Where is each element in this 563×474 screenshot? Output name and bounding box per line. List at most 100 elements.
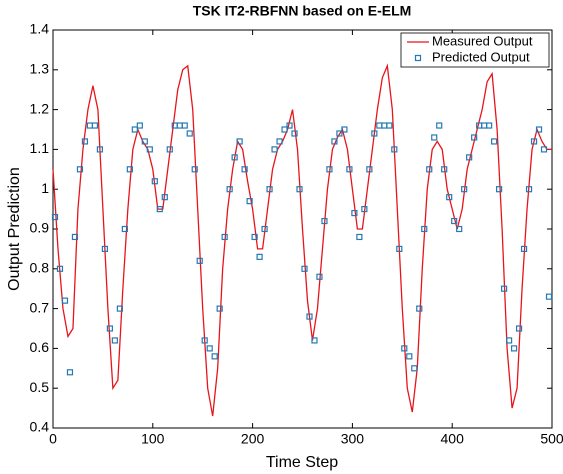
y-tick-label: 1 — [41, 180, 49, 196]
predicted-point — [406, 353, 413, 360]
predicted-point — [381, 122, 388, 129]
predicted-point — [431, 134, 438, 141]
predicted-point — [161, 194, 168, 201]
predicted-point — [471, 134, 478, 141]
predicted-point — [141, 138, 148, 145]
x-axis-label: Time Step — [266, 454, 338, 471]
predicted-point — [391, 146, 398, 153]
x-tick-label: 300 — [341, 431, 365, 447]
predicted-point — [545, 293, 553, 300]
legend-label: Predicted Output — [432, 49, 530, 64]
predicted-point — [211, 353, 218, 360]
predicted-point — [356, 233, 363, 241]
predicted-point — [56, 265, 64, 272]
predicted-point — [291, 130, 298, 137]
x-tick-label: 100 — [141, 431, 165, 447]
predicted-point — [366, 166, 373, 173]
predicted-point — [346, 166, 353, 173]
predicted-point — [341, 126, 348, 133]
predicted-point — [281, 126, 288, 133]
predicted-point — [326, 166, 333, 173]
predicted-point — [181, 122, 188, 129]
predicted-point — [156, 206, 163, 213]
predicted-point — [520, 245, 528, 252]
predicted-point — [126, 166, 133, 173]
predicted-point — [136, 122, 143, 129]
predicted-point — [456, 225, 463, 233]
y-tick-label: 0.5 — [30, 379, 50, 395]
predicted-point — [131, 126, 138, 133]
y-tick-label: 1.2 — [30, 100, 50, 116]
predicted-point — [540, 146, 548, 153]
predicted-point — [351, 209, 358, 217]
legend-marker — [414, 54, 422, 62]
predicted-point — [296, 186, 303, 193]
y-tick-label: 0.9 — [30, 220, 50, 236]
predicted-point — [321, 217, 328, 225]
predicted-point — [221, 233, 228, 241]
predicted-point — [496, 186, 503, 193]
predicted-point — [416, 305, 423, 312]
chart-title: TSK IT2-RBFNN based on E-ELM — [193, 3, 412, 19]
predicted-point — [500, 285, 508, 292]
predicted-point — [525, 186, 533, 193]
y-tick-label: 1.3 — [30, 61, 50, 77]
predicted-point — [226, 186, 233, 193]
predicted-point — [426, 166, 433, 173]
predicted-point — [121, 225, 128, 233]
predicted-point — [286, 122, 293, 129]
predicted-point — [176, 122, 183, 129]
legend-box — [400, 32, 550, 68]
predicted-point — [91, 122, 99, 129]
predicted-point — [481, 122, 488, 129]
predicted-point — [411, 365, 418, 372]
y-tick-label: 1.1 — [30, 140, 50, 156]
predicted-point — [236, 138, 243, 145]
predicted-point — [186, 130, 193, 137]
y-tick-label: 0.4 — [30, 419, 50, 435]
predicted-point — [491, 138, 498, 145]
predicted-point — [81, 138, 89, 145]
predicted-point — [116, 305, 123, 312]
predicted-point — [261, 225, 268, 233]
predicted-point — [246, 198, 253, 205]
predicted-point — [86, 122, 94, 129]
predicted-point — [331, 138, 338, 145]
predicted-point — [106, 325, 113, 332]
predicted-point — [271, 146, 278, 153]
predicted-point — [510, 345, 518, 352]
predicted-point — [421, 225, 428, 233]
predicted-point — [530, 138, 538, 145]
predicted-point — [466, 154, 473, 161]
y-tick-label: 0.8 — [30, 260, 50, 276]
predicted-point — [486, 122, 493, 129]
predicted-point — [276, 138, 283, 145]
predicted-point — [386, 122, 393, 129]
y-axis-label: Output Prediction — [6, 167, 23, 291]
predicted-point — [266, 186, 273, 193]
predicted-point — [336, 130, 343, 137]
predicted-point — [371, 130, 378, 137]
y-tick-label: 0.7 — [30, 299, 50, 315]
predicted-point — [191, 166, 198, 173]
predicted-point — [166, 146, 173, 153]
predicted-point — [146, 146, 153, 153]
predicted-point — [301, 265, 308, 272]
x-tick-label: 200 — [241, 431, 265, 447]
predicted-point — [306, 313, 313, 320]
predicted-point — [451, 217, 458, 225]
predicted-point — [441, 166, 448, 173]
measured-line — [52, 63, 552, 417]
x-tick-label: 400 — [441, 431, 465, 447]
legend-label: Measured Output — [432, 33, 533, 48]
x-tick-label: 0 — [49, 431, 57, 447]
predicted-point — [436, 122, 443, 129]
predicted-point — [231, 154, 238, 161]
predicted-point — [535, 126, 543, 133]
predicted-point — [505, 337, 513, 344]
predicted-point — [111, 337, 118, 344]
predicted-point — [206, 345, 213, 352]
predicted-point — [256, 253, 263, 260]
